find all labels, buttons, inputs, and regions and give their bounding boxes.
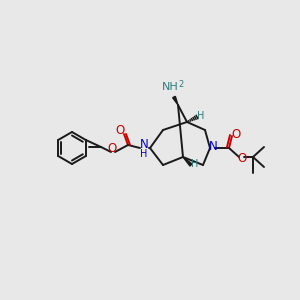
- Text: O: O: [107, 142, 117, 154]
- Polygon shape: [173, 96, 178, 105]
- Text: H: H: [191, 159, 199, 169]
- Text: H: H: [140, 149, 148, 159]
- Text: O: O: [237, 152, 247, 164]
- Text: NH: NH: [162, 82, 178, 92]
- Polygon shape: [183, 157, 192, 166]
- Text: 2: 2: [178, 80, 184, 89]
- Text: O: O: [231, 128, 241, 142]
- Text: N: N: [208, 140, 217, 154]
- Text: H: H: [197, 111, 205, 121]
- Text: O: O: [116, 124, 124, 136]
- Text: N: N: [140, 137, 148, 151]
